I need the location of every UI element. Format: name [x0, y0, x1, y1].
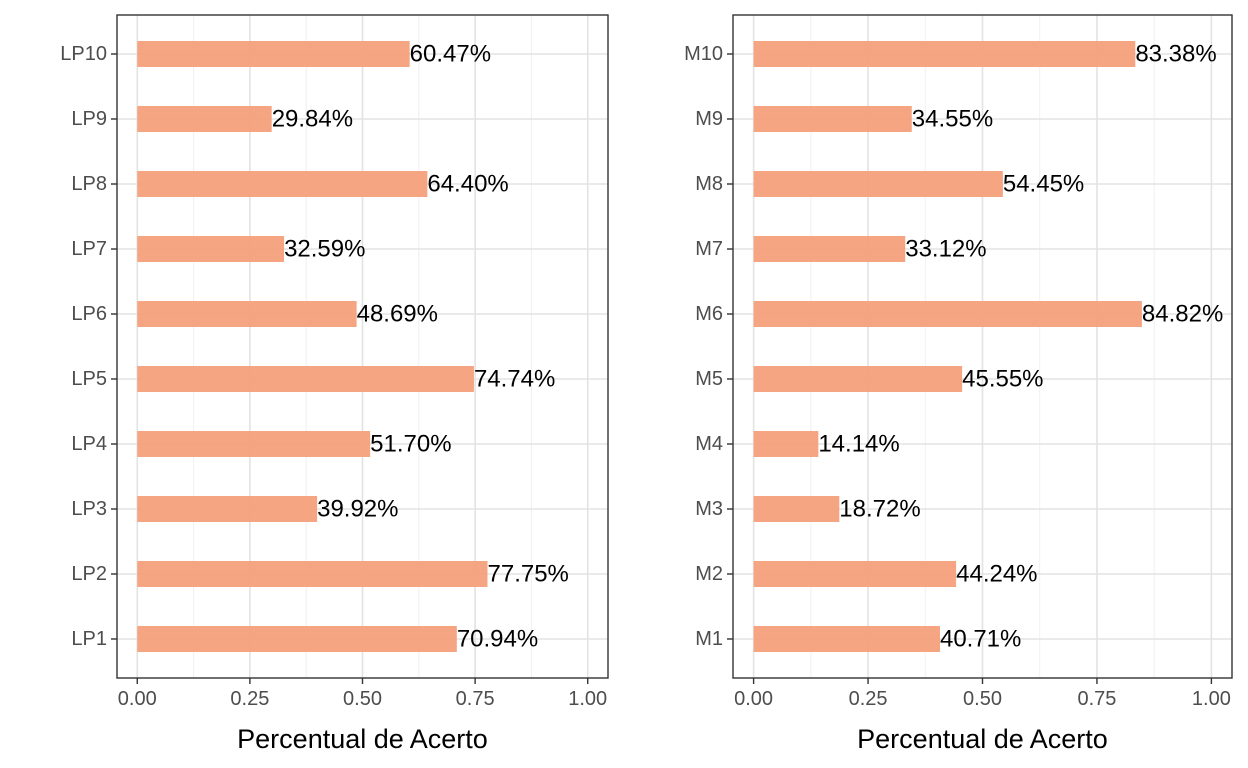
bar-m9 [753, 106, 912, 132]
data-label-lp7: 32.59% [284, 236, 365, 263]
bar-lp4 [137, 431, 371, 457]
data-label-m10: 83.38% [1135, 41, 1216, 68]
bar-m7 [753, 236, 906, 262]
data-label-m7: 33.12% [905, 236, 986, 263]
data-label-m6: 84.82% [1142, 301, 1223, 328]
x-tick-label: 0.25 [849, 688, 888, 710]
bar-m4 [753, 431, 819, 457]
data-label-lp6: 48.69% [357, 301, 438, 328]
data-label-lp1: 70.94% [457, 626, 538, 653]
data-label-m1: 40.71% [940, 626, 1021, 653]
y-tick-label-lp4: LP4 [71, 433, 107, 455]
x-axis-title: Percentual de Acerto [857, 724, 1108, 754]
data-label-m9: 34.55% [912, 106, 993, 133]
y-tick-label-lp1: LP1 [71, 628, 107, 650]
x-tick-label: 0.25 [230, 688, 269, 710]
bar-lp1 [137, 626, 457, 652]
y-tick-label-lp3: LP3 [71, 498, 107, 520]
y-tick-label-lp8: LP8 [71, 173, 107, 195]
bar-lp8 [137, 171, 428, 197]
y-tick-label-m6: M6 [695, 303, 723, 325]
panel-border [732, 14, 1233, 679]
data-label-lp5: 74.74% [474, 366, 555, 393]
y-tick-label-lp9: LP9 [71, 108, 107, 130]
y-tick-label-m9: M9 [695, 108, 723, 130]
data-label-m5: 45.55% [962, 366, 1043, 393]
y-tick-label-m8: M8 [695, 173, 723, 195]
data-label-lp10: 60.47% [410, 41, 491, 68]
y-tick-label-m4: M4 [695, 433, 723, 455]
y-tick-label-m5: M5 [695, 368, 723, 390]
bar-lp6 [137, 301, 357, 327]
x-tick-label: 1.00 [568, 688, 607, 710]
bar-lp7 [137, 236, 285, 262]
data-label-lp8: 64.40% [427, 171, 508, 198]
bar-m6 [753, 301, 1142, 327]
x-tick-label: 1.00 [1192, 688, 1231, 710]
bar-lp2 [137, 561, 488, 587]
bar-lp5 [137, 366, 474, 392]
panel-lp: 70.94% 77.75% 39.92% 51.70% 74.74% 48.69% 32.5… [60, 14, 609, 754]
y-tick-label-m1: M1 [695, 628, 723, 650]
data-label-m2: 44.24% [956, 561, 1037, 588]
x-tick-label: 0.75 [456, 688, 495, 710]
bar-lp10 [137, 41, 410, 67]
x-tick-label: 0.00 [118, 688, 157, 710]
data-label-lp9: 29.84% [272, 106, 353, 133]
bar-m8 [753, 171, 1003, 197]
panel-border [116, 14, 609, 679]
bar-m3 [753, 496, 840, 522]
x-axis-title: Percentual de Acerto [237, 724, 488, 754]
bar-m5 [753, 366, 963, 392]
bar-m10 [753, 41, 1136, 67]
x-tick-label: 0.50 [963, 688, 1002, 710]
x-tick-label: 0.00 [734, 688, 773, 710]
bar-lp9 [137, 106, 272, 132]
y-tick-label-lp5: LP5 [71, 368, 107, 390]
y-tick-label-lp10: LP10 [60, 43, 107, 65]
x-tick-label: 0.75 [1077, 688, 1116, 710]
y-tick-label-lp6: LP6 [71, 303, 107, 325]
y-tick-label-m3: M3 [695, 498, 723, 520]
bar-lp3 [137, 496, 318, 522]
x-tick-label: 0.50 [343, 688, 382, 710]
panel-m: 40.71% 44.24% 18.72% 14.14% 45.55% 84.82% 33.1… [684, 14, 1233, 754]
y-tick-label-lp7: LP7 [71, 238, 107, 260]
data-label-m8: 54.45% [1003, 171, 1084, 198]
data-label-lp4: 51.70% [370, 431, 451, 458]
y-tick-label-m2: M2 [695, 563, 723, 585]
y-tick-label-m7: M7 [695, 238, 723, 260]
bar-m1 [753, 626, 940, 652]
y-tick-label-m10: M10 [684, 43, 723, 65]
data-label-m3: 18.72% [839, 496, 920, 523]
y-tick-label-lp2: LP2 [71, 563, 107, 585]
data-label-lp2: 77.75% [488, 561, 569, 588]
bar-m2 [753, 561, 957, 587]
data-label-m4: 14.14% [818, 431, 899, 458]
data-label-lp3: 39.92% [317, 496, 398, 523]
